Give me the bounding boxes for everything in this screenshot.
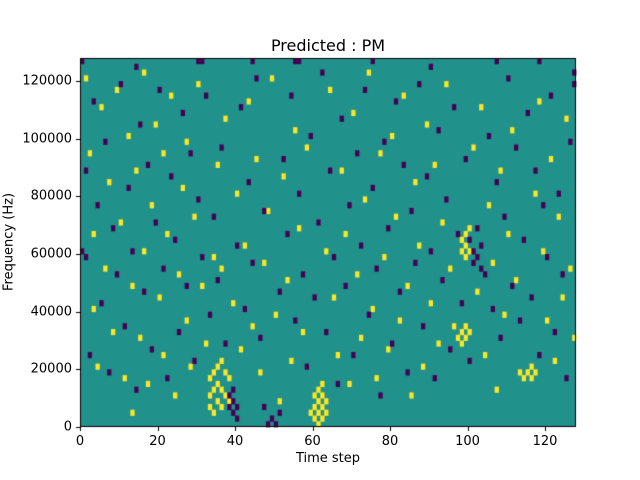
y-axis-label: Frequency (Hz) bbox=[1, 192, 17, 292]
x-tick-label: 80 bbox=[381, 434, 399, 449]
y-tick-label: 60000 bbox=[30, 246, 72, 262]
y-tick-label: 20000 bbox=[30, 361, 72, 377]
x-axis-label: Time step bbox=[295, 451, 361, 466]
x-tick-label: 60 bbox=[304, 434, 321, 449]
x-tick-label: 40 bbox=[226, 434, 244, 449]
x-tick-label: 0 bbox=[75, 434, 85, 449]
y-tick-label: 120000 bbox=[22, 73, 72, 89]
y-tick-label: 80000 bbox=[30, 188, 72, 204]
x-tick-label: 120 bbox=[532, 434, 558, 449]
x-tick-label: 100 bbox=[455, 434, 480, 449]
y-tick-label: 40000 bbox=[30, 304, 72, 320]
y-tick-label: 100000 bbox=[22, 131, 72, 147]
y-tick-label: 0 bbox=[63, 419, 72, 435]
chart-title: Predicted : PM bbox=[270, 36, 386, 55]
x-tick-label: 20 bbox=[149, 434, 166, 449]
